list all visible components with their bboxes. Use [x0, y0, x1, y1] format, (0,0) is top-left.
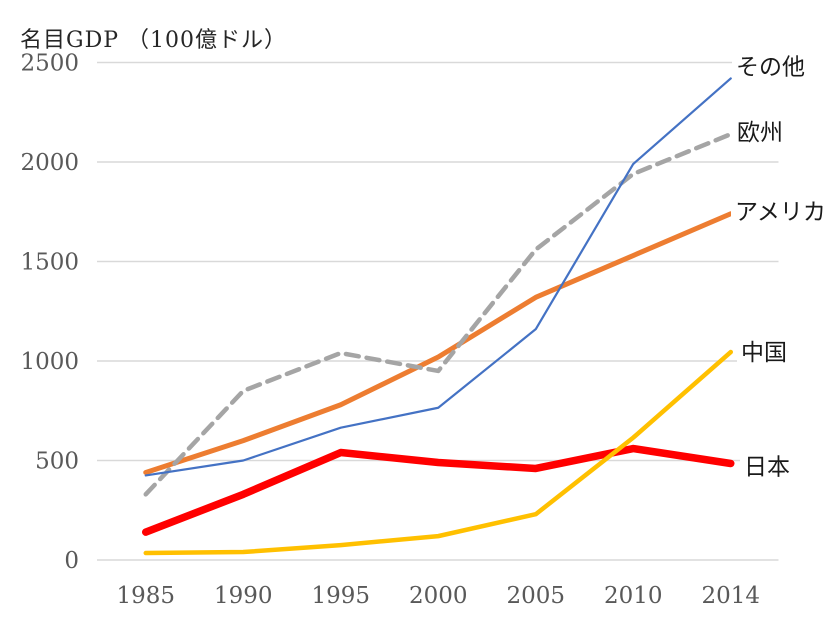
series-line-その他	[144, 77, 732, 477]
series-label-backdrop	[732, 50, 814, 83]
series-label-backdrop	[733, 116, 791, 149]
x-axis-tick-label: 1985	[116, 583, 175, 609]
x-axis-tick-label: 1995	[311, 583, 370, 609]
x-axis-tick-label: 2010	[604, 583, 663, 609]
x-axis-tick-label: 2005	[506, 583, 565, 609]
x-axis-tick-label: 1990	[214, 583, 273, 609]
series-label-backdrop	[737, 336, 795, 369]
x-axis-tick-label: 2000	[409, 583, 468, 609]
series-label-backdrop	[731, 195, 835, 228]
series-label-中国: 中国	[741, 340, 787, 366]
y-axis-tick-label: 500	[35, 449, 79, 475]
chart-title: 名目GDP （100億ドル）	[20, 28, 288, 53]
y-axis-tick-label: 2500	[20, 51, 79, 77]
series-label-アメリカ: アメリカ	[735, 200, 826, 226]
series-line-中国	[143, 349, 733, 556]
y-axis-tick-label: 2000	[20, 150, 79, 176]
series-label-backdrop	[740, 450, 798, 483]
y-axis-tick-label: 1000	[20, 349, 79, 375]
series-label-日本: 日本	[744, 454, 790, 480]
y-axis-tick-label: 1500	[20, 250, 79, 276]
series-label-その他: その他	[736, 54, 805, 80]
x-axis-tick-label: 2014	[701, 583, 760, 609]
series-label-欧州: 欧州	[737, 120, 783, 146]
series-line-欧州	[143, 131, 733, 497]
series-line-アメリカ	[143, 211, 734, 475]
series-line-日本	[142, 444, 735, 536]
y-axis-tick-label: 0	[64, 548, 79, 574]
